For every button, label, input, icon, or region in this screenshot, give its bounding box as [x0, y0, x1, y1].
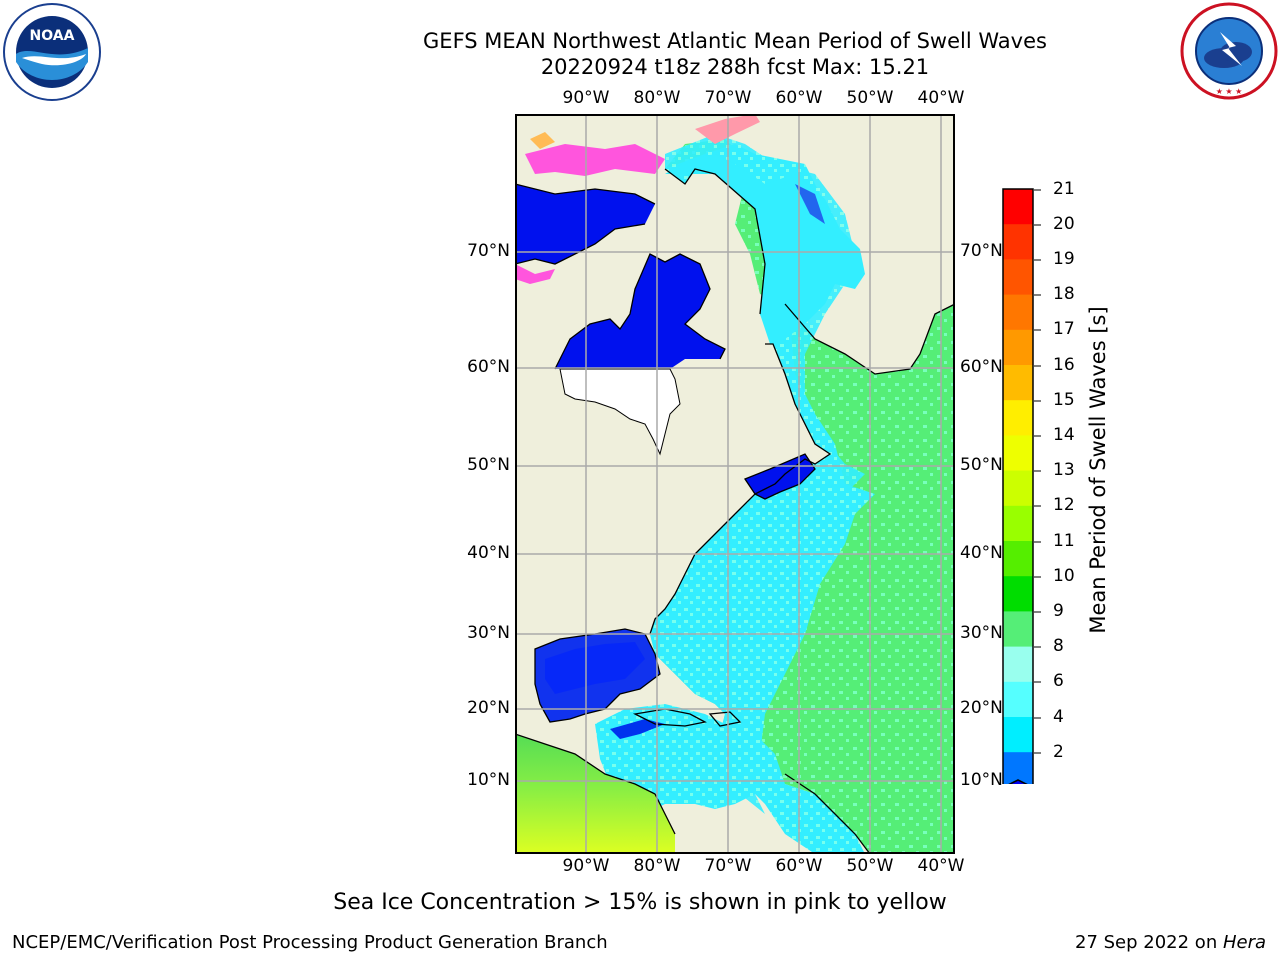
james-bay-nodata: [559, 368, 681, 456]
lat-label-left-40n: 40°N: [467, 543, 510, 563]
colorbar-segment: [1003, 576, 1033, 612]
lon-label-top-60w: 60°W: [775, 88, 823, 108]
svg-text:★ ★ ★: ★ ★ ★: [1216, 87, 1243, 96]
lat-label-right-60n: 60°N: [960, 357, 1003, 377]
footer-date: 27 Sep 2022 on Hera: [1075, 932, 1266, 953]
colorbar-tick-label: 4: [1053, 707, 1064, 727]
chart-title: GEFS MEAN Northwest Atlantic Mean Period…: [423, 29, 1047, 53]
colorbar-tick-label: 18: [1053, 284, 1075, 304]
colorbar-segment: [1003, 646, 1033, 683]
colorbar-tick-label: 16: [1053, 355, 1075, 375]
colorbar-segment: [1003, 717, 1033, 753]
colorbar-tick-label: 13: [1053, 460, 1075, 480]
colorbar-tick-label: 12: [1053, 495, 1075, 515]
lon-label-top-50w: 50°W: [846, 88, 894, 108]
colorbar-segment: [1003, 329, 1033, 366]
lon-label-bottom-60w: 60°W: [775, 856, 823, 876]
colorbar-segment: [1003, 681, 1033, 718]
colorbar-svg: [1002, 188, 1034, 789]
lat-label-left-30n: 30°N: [467, 623, 510, 643]
lat-label-right-20n: 20°N: [960, 698, 1003, 718]
nws-logo: ★ ★ ★: [1180, 2, 1278, 100]
colorbar-segment: [1003, 400, 1033, 436]
colorbar-ticks: [1034, 180, 1044, 760]
colorbar: [1002, 188, 1034, 789]
colorbar-tick-label: 10: [1053, 566, 1075, 586]
colorbar-segment: [1003, 505, 1033, 542]
colorbar-segment: [1003, 189, 1033, 225]
coastlines: [515, 168, 955, 854]
south-america-swell: [515, 734, 675, 854]
colorbar-tick-label: 11: [1053, 531, 1075, 551]
colorbar-tick-label: 17: [1053, 319, 1075, 339]
lat-label-right-40n: 40°N: [960, 543, 1003, 563]
colorbar-segment: [1003, 611, 1033, 648]
lat-label-right-70n: 70°N: [960, 241, 1003, 261]
colorbar-segment: [1003, 435, 1033, 472]
colorbar-segment: [1003, 294, 1033, 331]
colorbar-tick-label: 14: [1053, 425, 1075, 445]
lon-label-bottom-80w: 80°W: [633, 856, 681, 876]
colorbar-segment: [1003, 541, 1033, 577]
hudson-bay: [555, 254, 725, 369]
footer-date-text: 27 Sep 2022 on: [1075, 932, 1223, 953]
lon-label-top-80w: 80°W: [633, 88, 681, 108]
footer-host: Hera: [1222, 932, 1266, 953]
sea-ice-note: Sea Ice Concentration > 15% is shown in …: [333, 890, 947, 915]
lon-label-bottom-90w: 90°W: [562, 856, 610, 876]
lon-label-top-70w: 70°W: [704, 88, 752, 108]
noaa-logo-text: NOAA: [30, 28, 75, 44]
colorbar-segment: [1003, 259, 1033, 296]
colorbar-segment: [1003, 365, 1033, 401]
colorbar-tick-label: 8: [1053, 636, 1064, 656]
chart-subtitle: 20220924 t18z 288h fcst Max: 15.21: [540, 55, 930, 79]
colorbar-frame: [1002, 188, 1034, 789]
lat-label-left-50n: 50°N: [467, 455, 510, 475]
colorbar-tick-label: 21: [1053, 179, 1075, 199]
colorbar-tick-label: 6: [1053, 671, 1064, 691]
lon-label-bottom-40w: 40°W: [917, 856, 965, 876]
graticule: [515, 114, 955, 854]
lon-label-bottom-50w: 50°W: [846, 856, 894, 876]
map-frame: [515, 114, 955, 854]
colorbar-tick-label: 9: [1053, 601, 1064, 621]
colorbar-title: Mean Period of Swell Waves [s]: [1086, 306, 1110, 634]
colorbar-tick-label: 19: [1053, 249, 1075, 269]
footer-credit: NCEP/EMC/Verification Post Processing Pr…: [12, 932, 608, 953]
map-svg: [515, 114, 955, 854]
map-panel: [515, 114, 955, 854]
colorbar-tick-label: 2: [1053, 742, 1064, 762]
colorbar-segment: [1003, 224, 1033, 260]
lat-label-left-20n: 20°N: [467, 698, 510, 718]
noaa-logo: NOAA: [2, 2, 102, 102]
lat-label-left-10n: 10°N: [467, 770, 510, 790]
colorbar-segment: [1003, 470, 1033, 507]
lat-label-left-70n: 70°N: [467, 241, 510, 261]
colorbar-tick-label: 20: [1053, 214, 1075, 234]
lat-label-right-10n: 10°N: [960, 770, 1003, 790]
colorbar-tick-label: 15: [1053, 390, 1075, 410]
lon-label-bottom-70w: 70°W: [704, 856, 752, 876]
lon-label-top-40w: 40°W: [917, 88, 965, 108]
lon-label-top-90w: 90°W: [562, 88, 610, 108]
lat-label-right-50n: 50°N: [960, 455, 1003, 475]
lat-label-right-30n: 30°N: [960, 623, 1003, 643]
lat-label-left-60n: 60°N: [467, 357, 510, 377]
